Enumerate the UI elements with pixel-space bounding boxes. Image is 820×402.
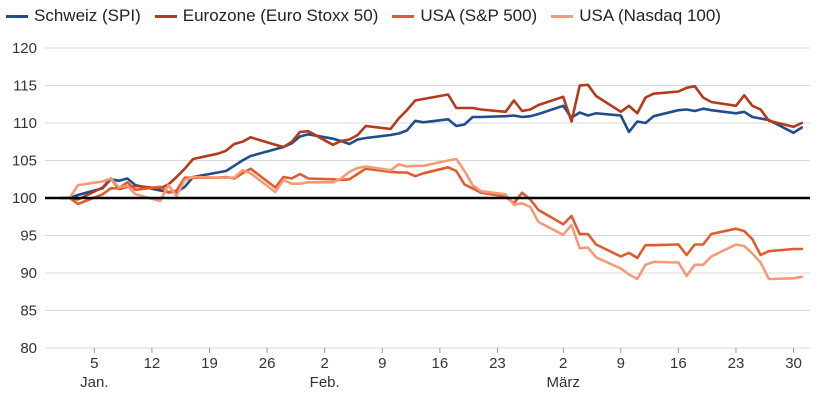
- series-line: [60, 104, 804, 200]
- x-tick-label: 26: [259, 355, 276, 372]
- x-month-label: Jan.: [80, 374, 108, 391]
- y-tick-label: 110: [13, 115, 37, 132]
- x-tick-label: 2: [321, 355, 329, 372]
- x-tick-label: 16: [431, 355, 448, 372]
- series-line: [60, 83, 804, 201]
- y-tick-label: 80: [20, 340, 37, 357]
- legend-swatch: [392, 14, 415, 18]
- series-line: [60, 166, 804, 260]
- legend-item: Eurozone (Euro Stoxx 50): [154, 6, 379, 26]
- chart-legend: Schweiz (SPI) Eurozone (Euro Stoxx 50) USA…: [6, 4, 735, 28]
- y-tick-label: 115: [13, 78, 37, 95]
- legend-label: Eurozone (Euro Stoxx 50): [182, 6, 379, 25]
- y-tick-label: 120: [12, 40, 37, 57]
- series-lines: [60, 83, 804, 281]
- legend-label: USA (S&P 500): [420, 6, 538, 25]
- x-tick-label: 9: [617, 355, 625, 372]
- y-tick-label: 85: [20, 303, 37, 320]
- legend-swatch: [551, 14, 574, 18]
- legend-label: Schweiz (SPI): [34, 6, 141, 25]
- legend-item: USA (S&P 500): [392, 6, 537, 26]
- x-tick-label: 30: [785, 355, 802, 372]
- x-tick-label: 23: [489, 355, 506, 372]
- y-tick-label: 90: [20, 265, 37, 282]
- x-tick-label: 9: [378, 355, 386, 372]
- y-axis: 80 85 90 95 100 105 110 115 120: [12, 40, 37, 357]
- x-tick-label: 23: [728, 355, 745, 372]
- x-tick-label: 19: [201, 355, 218, 372]
- legend-swatch: [6, 14, 28, 18]
- x-month-label: März: [547, 374, 580, 391]
- legend-swatch: [154, 14, 177, 18]
- x-axis: 5 Jan. 12 19 26 2 Feb. 9 16 23 2 März 9 16 23 30: [80, 348, 802, 391]
- x-tick-label: 2: [559, 355, 567, 372]
- legend-item: Schweiz (SPI): [6, 6, 141, 26]
- series-line: [60, 157, 804, 281]
- x-month-label: Feb.: [310, 374, 340, 391]
- x-tick-label: 5: [90, 355, 98, 372]
- y-tick-label: 105: [12, 153, 37, 170]
- x-tick-label: 12: [144, 355, 161, 372]
- y-tick-label: 100: [12, 190, 37, 207]
- legend-label: USA (Nasdaq 100): [579, 6, 721, 25]
- x-tick-label: 16: [670, 355, 687, 372]
- y-tick-label: 95: [20, 228, 37, 245]
- legend-item: USA (Nasdaq 100): [551, 6, 721, 26]
